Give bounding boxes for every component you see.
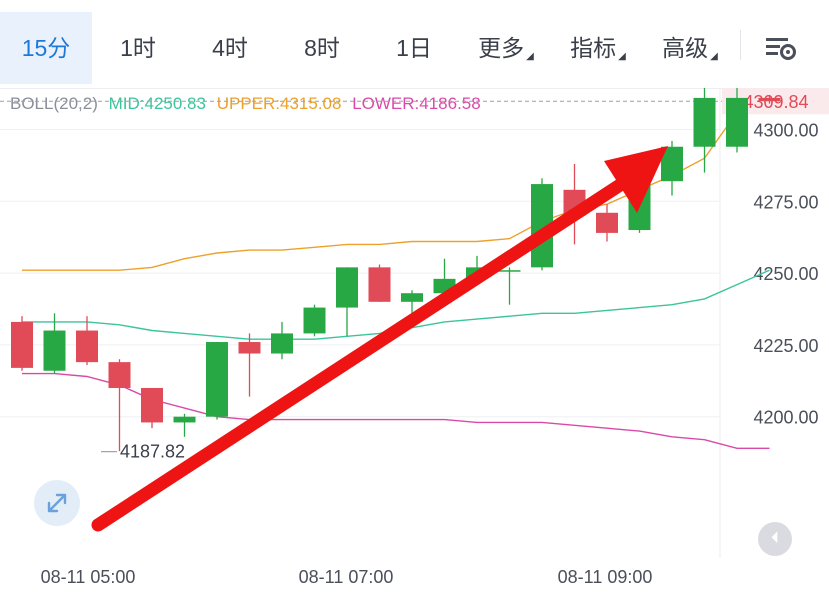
price-chart[interactable]: 4300.00 4275.00 4250.00 4225.00 4200.00 08-11…: [0, 88, 829, 593]
low-price-label: 4187.82: [120, 442, 185, 462]
dropdown-caret-icon: ◢: [710, 51, 718, 62]
k-icon: ⏴: [770, 530, 779, 547]
candle-body: [758, 97, 781, 102]
dropdown-caret-icon: ◢: [526, 51, 534, 62]
candle-body: [76, 330, 98, 363]
boll-lower: LOWER:4186.58: [352, 94, 481, 113]
tab-more[interactable]: 更多 ◢: [478, 35, 534, 62]
candle-body: [368, 267, 391, 302]
boll-upper-line: [22, 91, 770, 271]
candle-body: [206, 342, 228, 417]
tab-advanced[interactable]: 高级 ◢: [662, 35, 718, 62]
trend-arrow-head: [604, 146, 668, 213]
candle-body: [401, 293, 423, 302]
expand-icon: [47, 493, 67, 513]
candle-body: [498, 270, 521, 272]
tab-indicators[interactable]: 指标 ◢: [570, 35, 626, 62]
candle-body: [336, 267, 358, 308]
trend-arrow-shaft: [91, 178, 627, 532]
current-price-label: 4309.84: [743, 92, 808, 112]
k-line-toggle-button[interactable]: ⏴: [758, 522, 792, 556]
candle-body: [173, 416, 196, 423]
candle-body: [238, 342, 261, 354]
tab-1h[interactable]: 1时: [120, 35, 156, 61]
candle-body: [726, 97, 748, 147]
dropdown-caret-icon: ◢: [618, 51, 626, 62]
y-tick-label: 4250.00: [753, 264, 818, 284]
candle-body: [693, 97, 716, 147]
candle-body: [303, 307, 326, 334]
y-tick-label: 4275.00: [753, 192, 818, 212]
tab-1d[interactable]: 1日: [396, 35, 432, 61]
expand-chart-button[interactable]: [34, 480, 80, 526]
candle-body: [11, 321, 33, 368]
boll-mid: MID:4250.83: [108, 94, 206, 113]
candle-body: [661, 146, 683, 182]
x-tick-label: 08-11 07:00: [299, 567, 394, 587]
candle-body: [596, 212, 618, 233]
tab-8h[interactable]: 8时: [304, 35, 340, 61]
boll-name: BOLL(20,2): [10, 94, 98, 113]
tab-15min[interactable]: 15分: [0, 12, 92, 84]
x-tick-label: 08-11 09:00: [558, 567, 653, 587]
candle-body: [43, 330, 66, 371]
boll-indicator-legend: BOLL(20,2) MID:4250.83 UPPER:4315.08 LOW…: [10, 94, 487, 114]
y-tick-label: 4300.00: [753, 121, 818, 141]
timeframe-tab-bar: 15分 1时 4时 8时 1日 更多 ◢ 指标 ◢ 高级 ◢: [0, 0, 829, 89]
chart-settings-icon[interactable]: [762, 30, 798, 66]
tab-4h[interactable]: 4时: [212, 35, 248, 61]
x-tick-label: 08-11 05:00: [41, 567, 136, 587]
boll-upper: UPPER:4315.08: [216, 94, 342, 113]
tab-divider: [740, 30, 741, 60]
candle-body: [141, 387, 163, 423]
y-tick-label: 4200.00: [753, 408, 818, 428]
candle-body: [271, 333, 293, 354]
boll-lower-line: [22, 372, 770, 449]
y-tick-label: 4225.00: [753, 336, 818, 356]
candle-body: [108, 362, 131, 388]
